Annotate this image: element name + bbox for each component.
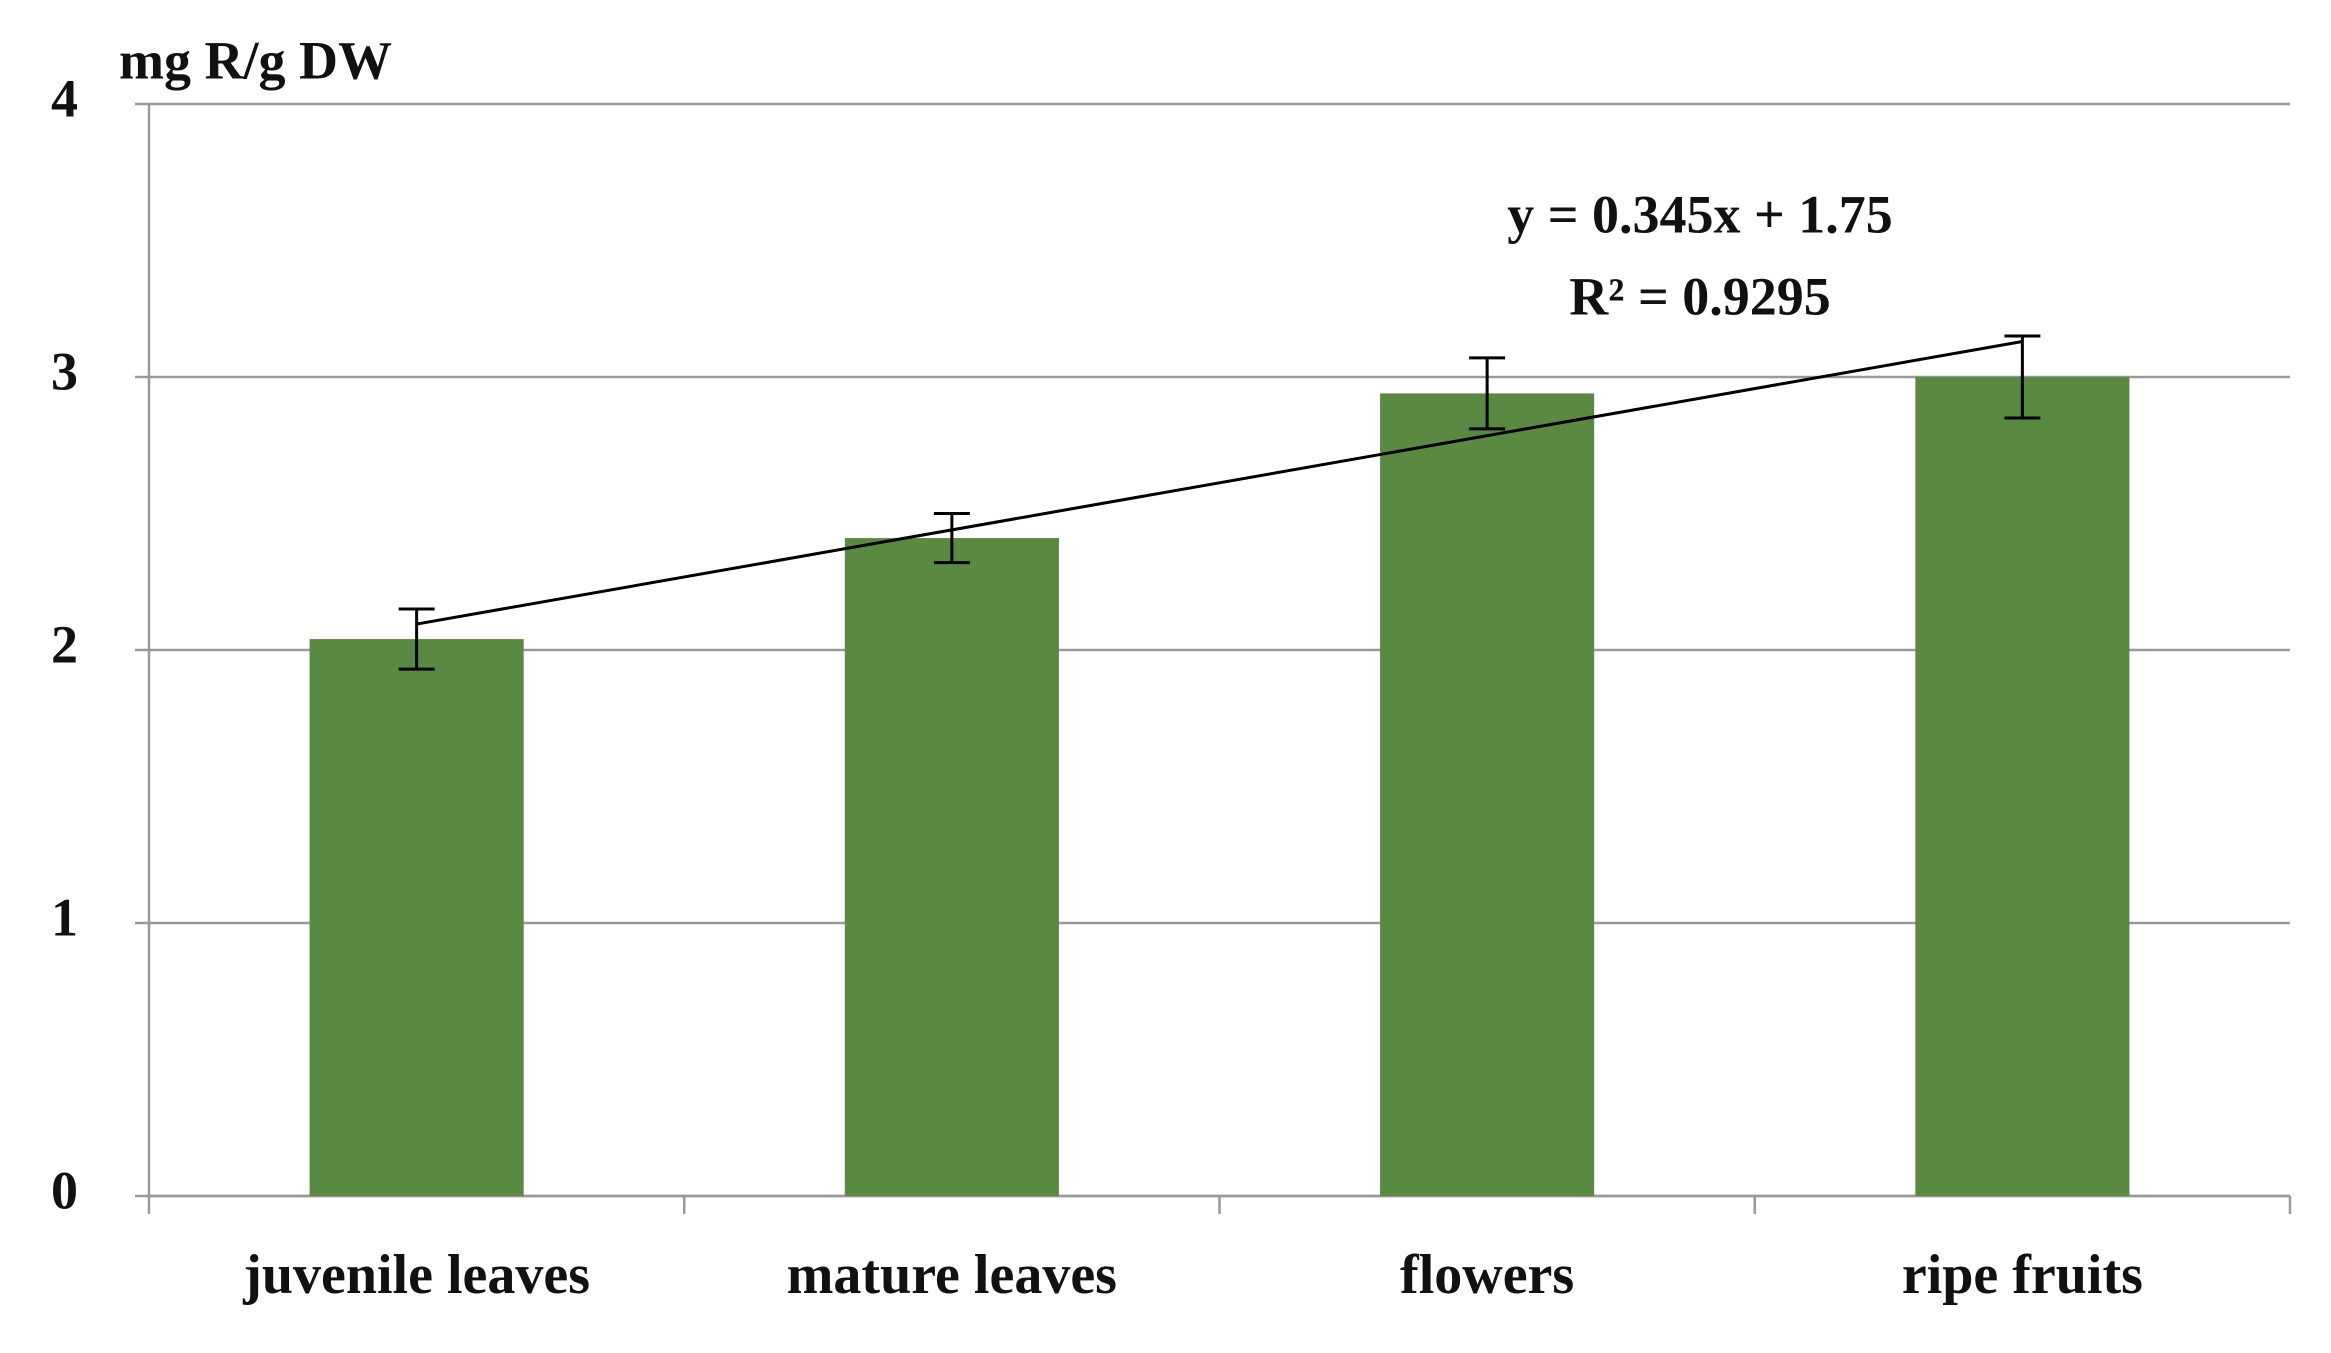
y-tick-label: 2 [51, 614, 78, 674]
y-tick-label: 1 [51, 887, 78, 947]
y-tick-label: 4 [51, 68, 78, 128]
y-tick-label: 0 [51, 1160, 78, 1220]
bar [309, 639, 524, 1196]
trendline-r-squared: R² = 0.9295 [1569, 266, 1830, 326]
y-axis-label: mg R/g DW [119, 30, 392, 90]
x-tick-label: mature leaves [787, 1244, 1117, 1306]
y-tick-label: 3 [51, 341, 78, 401]
bar [844, 538, 1059, 1196]
x-tick-label: juvenile leaves [242, 1244, 590, 1306]
x-tick-label: ripe fruits [1902, 1244, 2143, 1306]
bar [1915, 377, 2130, 1196]
x-tick-label: flowers [1400, 1244, 1574, 1306]
bar [1380, 393, 1595, 1196]
trendline [416, 340, 2023, 626]
trendline-equation: y = 0.345x + 1.75 [1507, 184, 1893, 244]
